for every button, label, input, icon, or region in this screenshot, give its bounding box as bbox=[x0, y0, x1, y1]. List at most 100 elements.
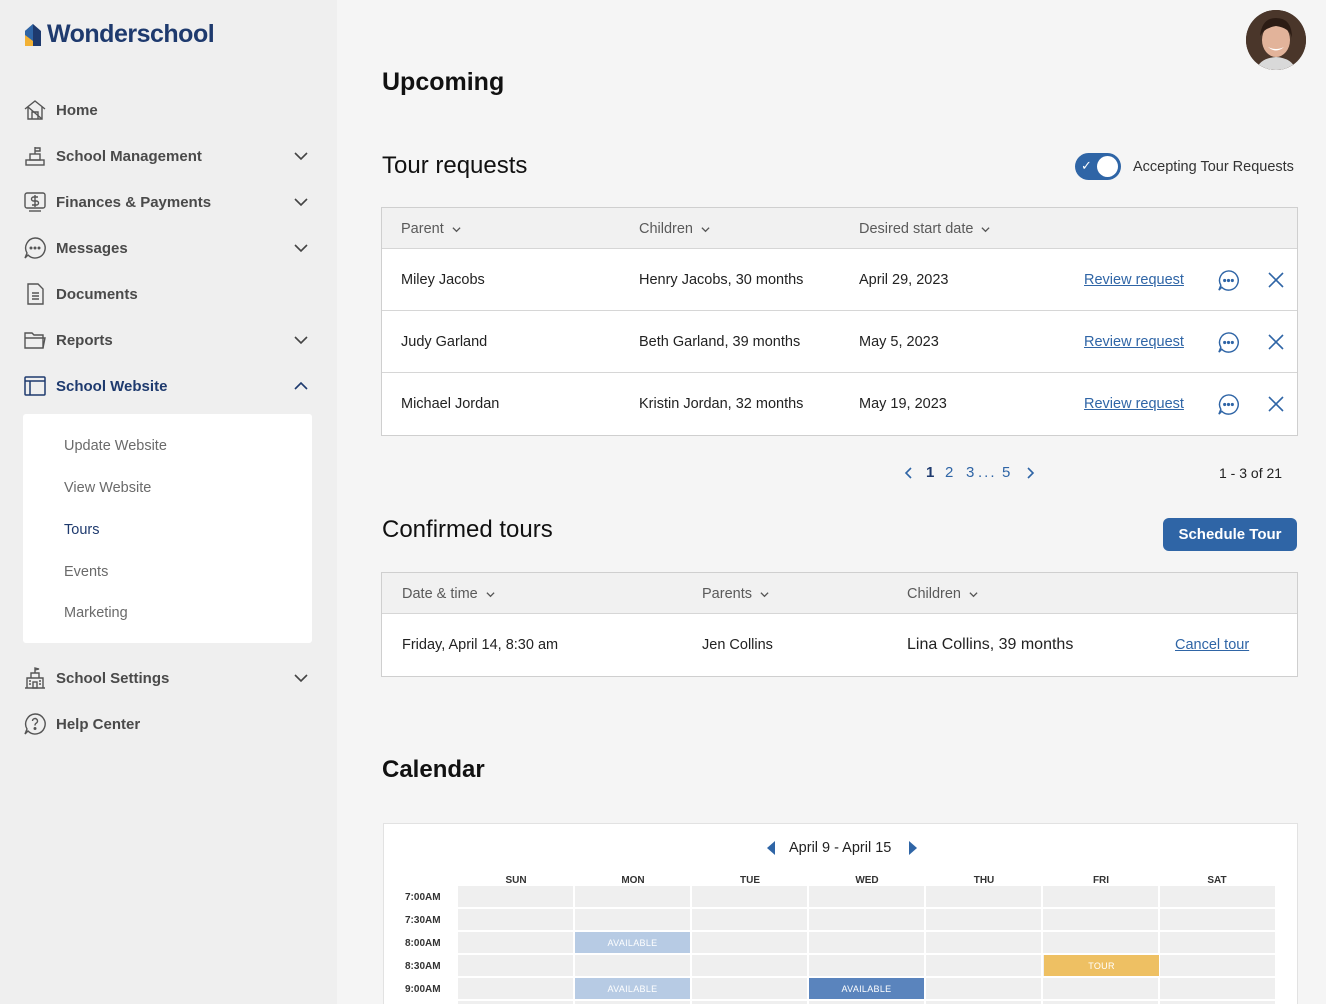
calendar-cell[interactable] bbox=[1043, 978, 1158, 999]
accepting-tour-requests-toggle[interactable]: ✓ bbox=[1075, 153, 1121, 180]
calendar-cell[interactable] bbox=[692, 978, 807, 999]
calendar-cell[interactable] bbox=[1160, 932, 1275, 953]
brand-name: Wonderschool bbox=[47, 20, 215, 48]
review-request-link[interactable]: Review request bbox=[1084, 334, 1184, 350]
caret-left-icon[interactable] bbox=[766, 841, 776, 855]
calendar-cell[interactable] bbox=[926, 909, 1041, 930]
calendar-cell[interactable] bbox=[926, 955, 1041, 976]
calendar-cell[interactable] bbox=[1043, 932, 1158, 953]
column-header-date-time[interactable]: Date & time bbox=[402, 586, 495, 602]
column-header-desired-start-date[interactable]: Desired start date bbox=[859, 221, 991, 237]
message-icon[interactable] bbox=[1216, 268, 1240, 292]
sidebar-item-home[interactable]: Home bbox=[23, 96, 313, 124]
calendar-cell[interactable] bbox=[692, 886, 807, 907]
sidebar-item-documents[interactable]: Documents bbox=[23, 280, 313, 308]
submenu-item-marketing[interactable]: Marketing bbox=[64, 605, 128, 621]
sidebar-item-label: Reports bbox=[56, 331, 113, 349]
submenu-item-tours[interactable]: Tours bbox=[64, 522, 100, 538]
calendar-cell[interactable] bbox=[692, 932, 807, 953]
calendar-cell[interactable] bbox=[809, 932, 924, 953]
column-label: Children bbox=[639, 221, 693, 237]
sidebar-item-finances[interactable]: Finances & Payments bbox=[23, 188, 313, 216]
calendar-cell[interactable] bbox=[809, 909, 924, 930]
chevron-down-icon bbox=[452, 226, 461, 232]
calendar-cell[interactable] bbox=[1043, 886, 1158, 907]
sidebar-item-school-management[interactable]: School Management bbox=[23, 142, 313, 170]
available-slot[interactable]: AVAILABLE bbox=[575, 978, 690, 999]
calendar-cell[interactable] bbox=[926, 932, 1041, 953]
schedule-tour-button[interactable]: Schedule Tour bbox=[1163, 518, 1297, 551]
calendar-cell[interactable] bbox=[1043, 909, 1158, 930]
calendar-cell[interactable] bbox=[692, 909, 807, 930]
calendar-cell[interactable] bbox=[458, 909, 573, 930]
close-icon[interactable] bbox=[1264, 392, 1288, 416]
parent-cell: Judy Garland bbox=[401, 334, 488, 350]
calendar-cell[interactable] bbox=[575, 1001, 690, 1004]
calendar-cell[interactable] bbox=[458, 978, 573, 999]
calendar-cell[interactable] bbox=[926, 886, 1041, 907]
calendar-cell[interactable] bbox=[458, 955, 573, 976]
calendar-cell[interactable] bbox=[575, 886, 690, 907]
submenu-item-view-website[interactable]: View Website bbox=[64, 480, 152, 496]
check-icon: ✓ bbox=[1081, 158, 1092, 173]
close-icon[interactable] bbox=[1264, 330, 1288, 354]
chevron-down-icon[interactable] bbox=[293, 332, 309, 348]
page-1[interactable]: 1 bbox=[926, 464, 935, 481]
message-icon[interactable] bbox=[1216, 330, 1240, 354]
parent-cell: Miley Jacobs bbox=[401, 272, 485, 288]
chevron-up-icon[interactable] bbox=[293, 378, 309, 394]
sidebar-item-school-website[interactable]: School Website bbox=[23, 372, 313, 400]
column-header-parents[interactable]: Parents bbox=[702, 586, 769, 602]
chevron-down-icon[interactable] bbox=[293, 194, 309, 210]
chevron-right-icon[interactable] bbox=[1025, 467, 1035, 479]
datetime-cell: Friday, April 14, 8:30 am bbox=[402, 637, 559, 653]
sidebar-item-school-settings[interactable]: School Settings bbox=[23, 664, 313, 692]
calendar-cell[interactable] bbox=[692, 955, 807, 976]
calendar-cell[interactable] bbox=[1160, 955, 1275, 976]
review-request-link[interactable]: Review request bbox=[1084, 272, 1184, 288]
close-icon[interactable] bbox=[1264, 268, 1288, 292]
chevron-down-icon[interactable] bbox=[293, 670, 309, 686]
calendar-cell[interactable] bbox=[809, 955, 924, 976]
calendar-cell[interactable] bbox=[458, 886, 573, 907]
calendar-cell[interactable] bbox=[926, 1001, 1041, 1004]
column-header-parent[interactable]: Parent bbox=[401, 221, 461, 237]
sidebar-item-messages[interactable]: Messages bbox=[23, 234, 313, 262]
time-label: 7:00AM bbox=[405, 892, 441, 903]
calendar-cell[interactable] bbox=[1160, 1001, 1275, 1004]
column-header-children[interactable]: Children bbox=[639, 221, 710, 237]
page-3[interactable]: 3 bbox=[966, 464, 975, 481]
available-slot[interactable]: AVAILABLE bbox=[809, 978, 924, 999]
school-website-submenu: Update Website View Website Tours Events… bbox=[23, 414, 312, 643]
chevron-down-icon[interactable] bbox=[293, 240, 309, 256]
caret-right-icon[interactable] bbox=[908, 841, 918, 855]
column-header-children[interactable]: Children bbox=[907, 586, 978, 602]
chevron-down-icon[interactable] bbox=[293, 148, 309, 164]
calendar-cell[interactable] bbox=[575, 909, 690, 930]
chevron-left-icon[interactable] bbox=[904, 467, 914, 479]
calendar-cell[interactable] bbox=[1160, 909, 1275, 930]
tour-slot[interactable]: TOUR bbox=[1044, 955, 1159, 976]
brand-logo[interactable]: Wonderschool bbox=[24, 20, 215, 49]
calendar-cell[interactable] bbox=[458, 932, 573, 953]
calendar-cell[interactable] bbox=[809, 1001, 924, 1004]
page-2[interactable]: 2 bbox=[945, 464, 954, 481]
calendar-cell[interactable] bbox=[575, 955, 690, 976]
sidebar-item-help-center[interactable]: Help Center bbox=[23, 710, 313, 738]
calendar-cell[interactable] bbox=[809, 886, 924, 907]
avatar[interactable] bbox=[1246, 10, 1306, 70]
message-icon[interactable] bbox=[1216, 392, 1240, 416]
review-request-link[interactable]: Review request bbox=[1084, 396, 1184, 412]
sidebar-item-reports[interactable]: Reports bbox=[23, 326, 313, 354]
cancel-tour-link[interactable]: Cancel tour bbox=[1175, 637, 1250, 653]
calendar-cell[interactable] bbox=[1043, 1001, 1158, 1004]
submenu-item-events[interactable]: Events bbox=[64, 564, 109, 580]
submenu-item-update-website[interactable]: Update Website bbox=[64, 438, 167, 454]
calendar-cell[interactable] bbox=[692, 1001, 807, 1004]
page-5[interactable]: 5 bbox=[1002, 464, 1011, 481]
available-slot[interactable]: AVAILABLE bbox=[575, 932, 690, 953]
calendar-cell[interactable] bbox=[1160, 886, 1275, 907]
calendar-cell[interactable] bbox=[458, 1001, 573, 1004]
calendar-cell[interactable] bbox=[926, 978, 1041, 999]
calendar-cell[interactable] bbox=[1160, 978, 1275, 999]
